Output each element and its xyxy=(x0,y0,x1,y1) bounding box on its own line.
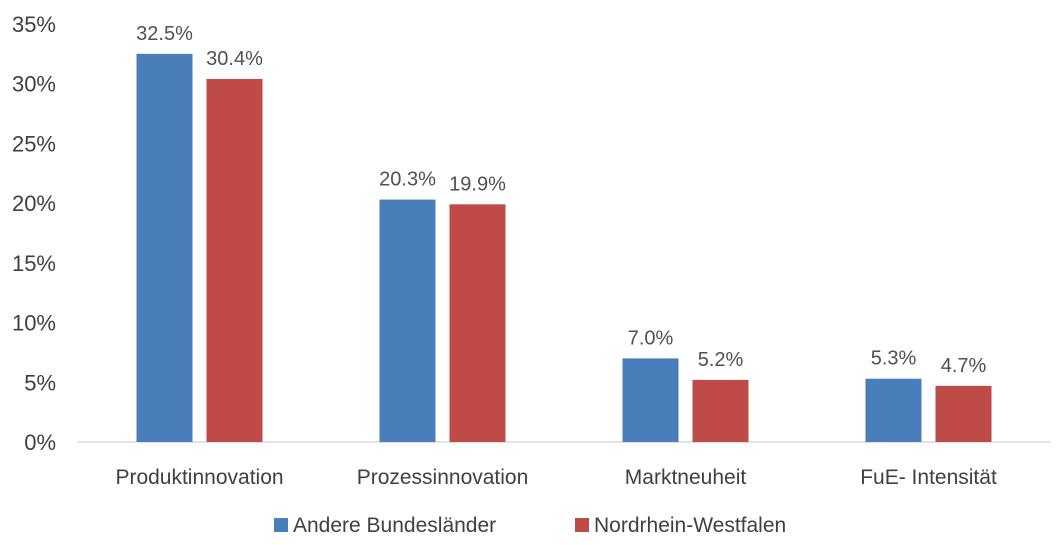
data-label: 30.4% xyxy=(206,48,263,70)
bar xyxy=(935,385,992,442)
bar xyxy=(449,204,506,442)
y-tick-label: 15% xyxy=(12,251,56,276)
y-tick-label: 10% xyxy=(12,311,56,336)
category-label: FuE- Intensität xyxy=(860,466,997,489)
data-label: 32.5% xyxy=(136,23,193,45)
data-label: 4.7% xyxy=(941,355,987,377)
legend-label: Nordrhein-Westfalen xyxy=(594,514,786,537)
data-label: 5.3% xyxy=(871,348,917,370)
legend-label: Andere Bundesländer xyxy=(293,514,496,537)
category-label: Prozessinnovation xyxy=(357,466,529,489)
data-label: 5.2% xyxy=(698,349,744,371)
y-tick-label: 20% xyxy=(12,191,56,216)
category-labels: Produktinnovation Prozessinnovation Marktn… xyxy=(115,466,997,489)
bar xyxy=(136,53,193,442)
category-label: Marktneuheit xyxy=(625,466,747,489)
y-axis-ticks: 0% 5% 10% 15% 20% 25% 30% 35% xyxy=(12,12,56,455)
bar xyxy=(865,378,922,442)
category-label: Produktinnovation xyxy=(115,466,283,489)
bar xyxy=(206,78,263,443)
data-label: 7.0% xyxy=(628,327,674,349)
y-tick-label: 0% xyxy=(24,430,56,455)
legend-swatch xyxy=(575,518,589,532)
y-tick-label: 25% xyxy=(12,131,56,156)
y-tick-label: 5% xyxy=(24,370,56,395)
bar xyxy=(692,379,749,442)
data-label: 20.3% xyxy=(379,169,436,191)
y-tick-label: 35% xyxy=(12,12,56,37)
legend-swatch xyxy=(274,518,288,532)
data-labels: 32.5% 30.4% 20.3% 19.9% 7.0% 5.2% 5.3% 4.7% xyxy=(136,23,986,377)
y-tick-label: 30% xyxy=(12,72,56,97)
legend: Andere Bundesländer Nordrhein-Westfalen xyxy=(274,514,786,537)
data-label: 19.9% xyxy=(449,173,506,195)
bars xyxy=(136,53,992,443)
bar xyxy=(379,199,436,442)
bar xyxy=(622,358,679,442)
